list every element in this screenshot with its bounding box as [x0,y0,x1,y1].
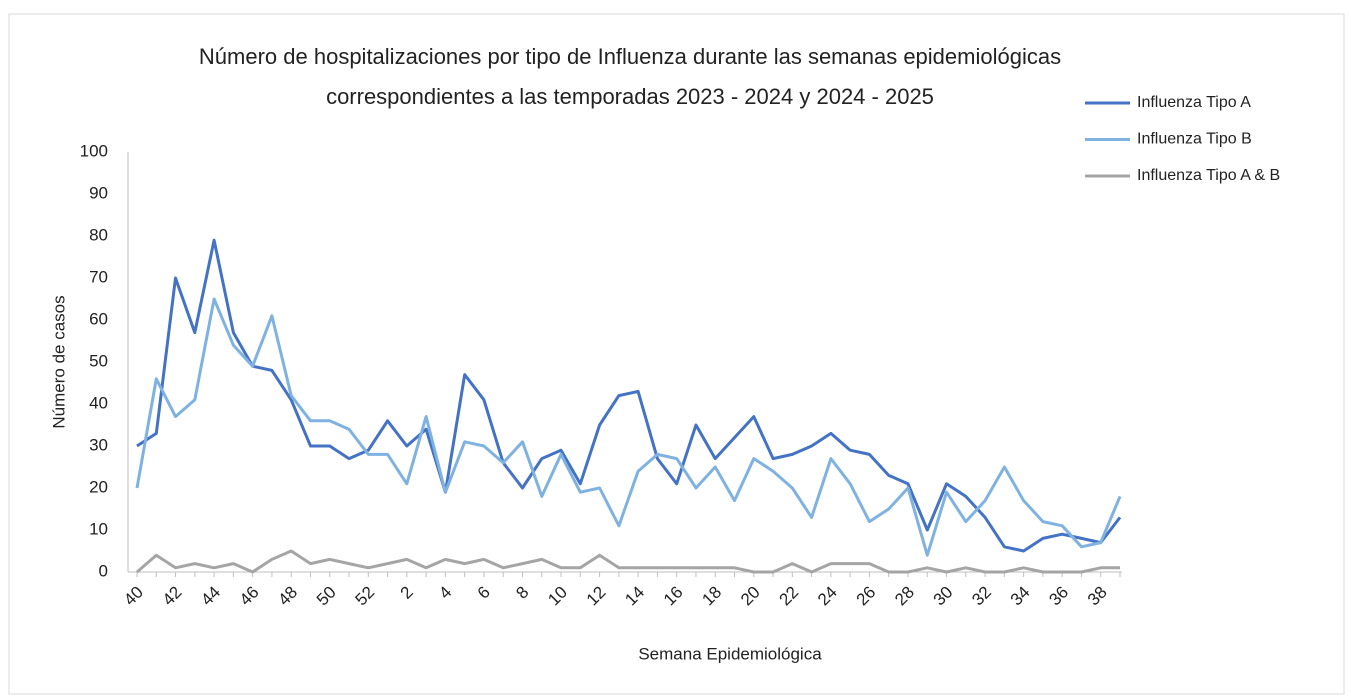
x-tick-label: 50 [313,583,340,610]
x-tick-label: 10 [544,583,571,610]
y-tick-label: 100 [80,141,108,160]
x-tick-label: 52 [351,583,378,610]
chart-frame [8,13,1345,695]
legend-label: Influenza Tipo A [1137,94,1251,111]
legend-label: Influenza Tipo B [1137,131,1252,148]
x-tick-label: 46 [236,583,263,610]
x-tick-label: 22 [776,583,803,610]
y-tick-label: 80 [89,225,108,244]
y-tick-label: 50 [89,351,108,370]
series-line [135,297,1122,557]
x-tick-label: 14 [621,583,648,610]
x-tick-label: 6 [474,583,494,603]
x-tick-label: 2 [397,583,417,603]
x-tick-label: 28 [891,583,918,610]
y-tick-label: 60 [89,309,108,328]
x-tick-label: 36 [1045,583,1072,610]
y-tick-label: 0 [99,561,108,580]
x-tick-label: 48 [274,583,301,610]
x-tick-label: 8 [512,583,532,603]
x-tick-label: 40 [120,583,147,610]
y-tick-label: 90 [89,183,108,202]
x-tick-label: 44 [197,583,224,610]
series-line [136,238,1122,553]
x-axis-label: Semana Epidemiológica [638,644,822,663]
x-tick-label: 12 [583,583,610,610]
chart-title: correspondientes a las temporadas 2023 -… [326,84,934,109]
y-tick-label: 10 [89,519,108,538]
x-tick-label: 24 [814,583,841,610]
x-tick-label: 30 [930,583,957,610]
x-tick-label: 26 [853,583,880,610]
y-tick-label: 70 [89,267,108,286]
x-tick-label: 34 [1007,583,1034,610]
x-tick-label: 20 [737,583,764,610]
x-tick-label: 32 [968,583,995,610]
y-tick-label: 30 [89,435,108,454]
y-axis-label: Número de casos [49,295,68,428]
x-tick-label: 18 [698,583,725,610]
x-tick-label: 42 [159,583,186,610]
y-tick-label: 20 [89,477,108,496]
series-line [136,549,1120,574]
x-tick-label: 16 [660,583,687,610]
x-tick-label: 4 [435,583,455,603]
y-tick-label: 40 [89,393,108,412]
x-tick-label: 38 [1084,583,1111,610]
chart-title: Número de hospitalizaciones por tipo de … [199,44,1061,69]
legend-label: Influenza Tipo A & B [1137,167,1280,184]
